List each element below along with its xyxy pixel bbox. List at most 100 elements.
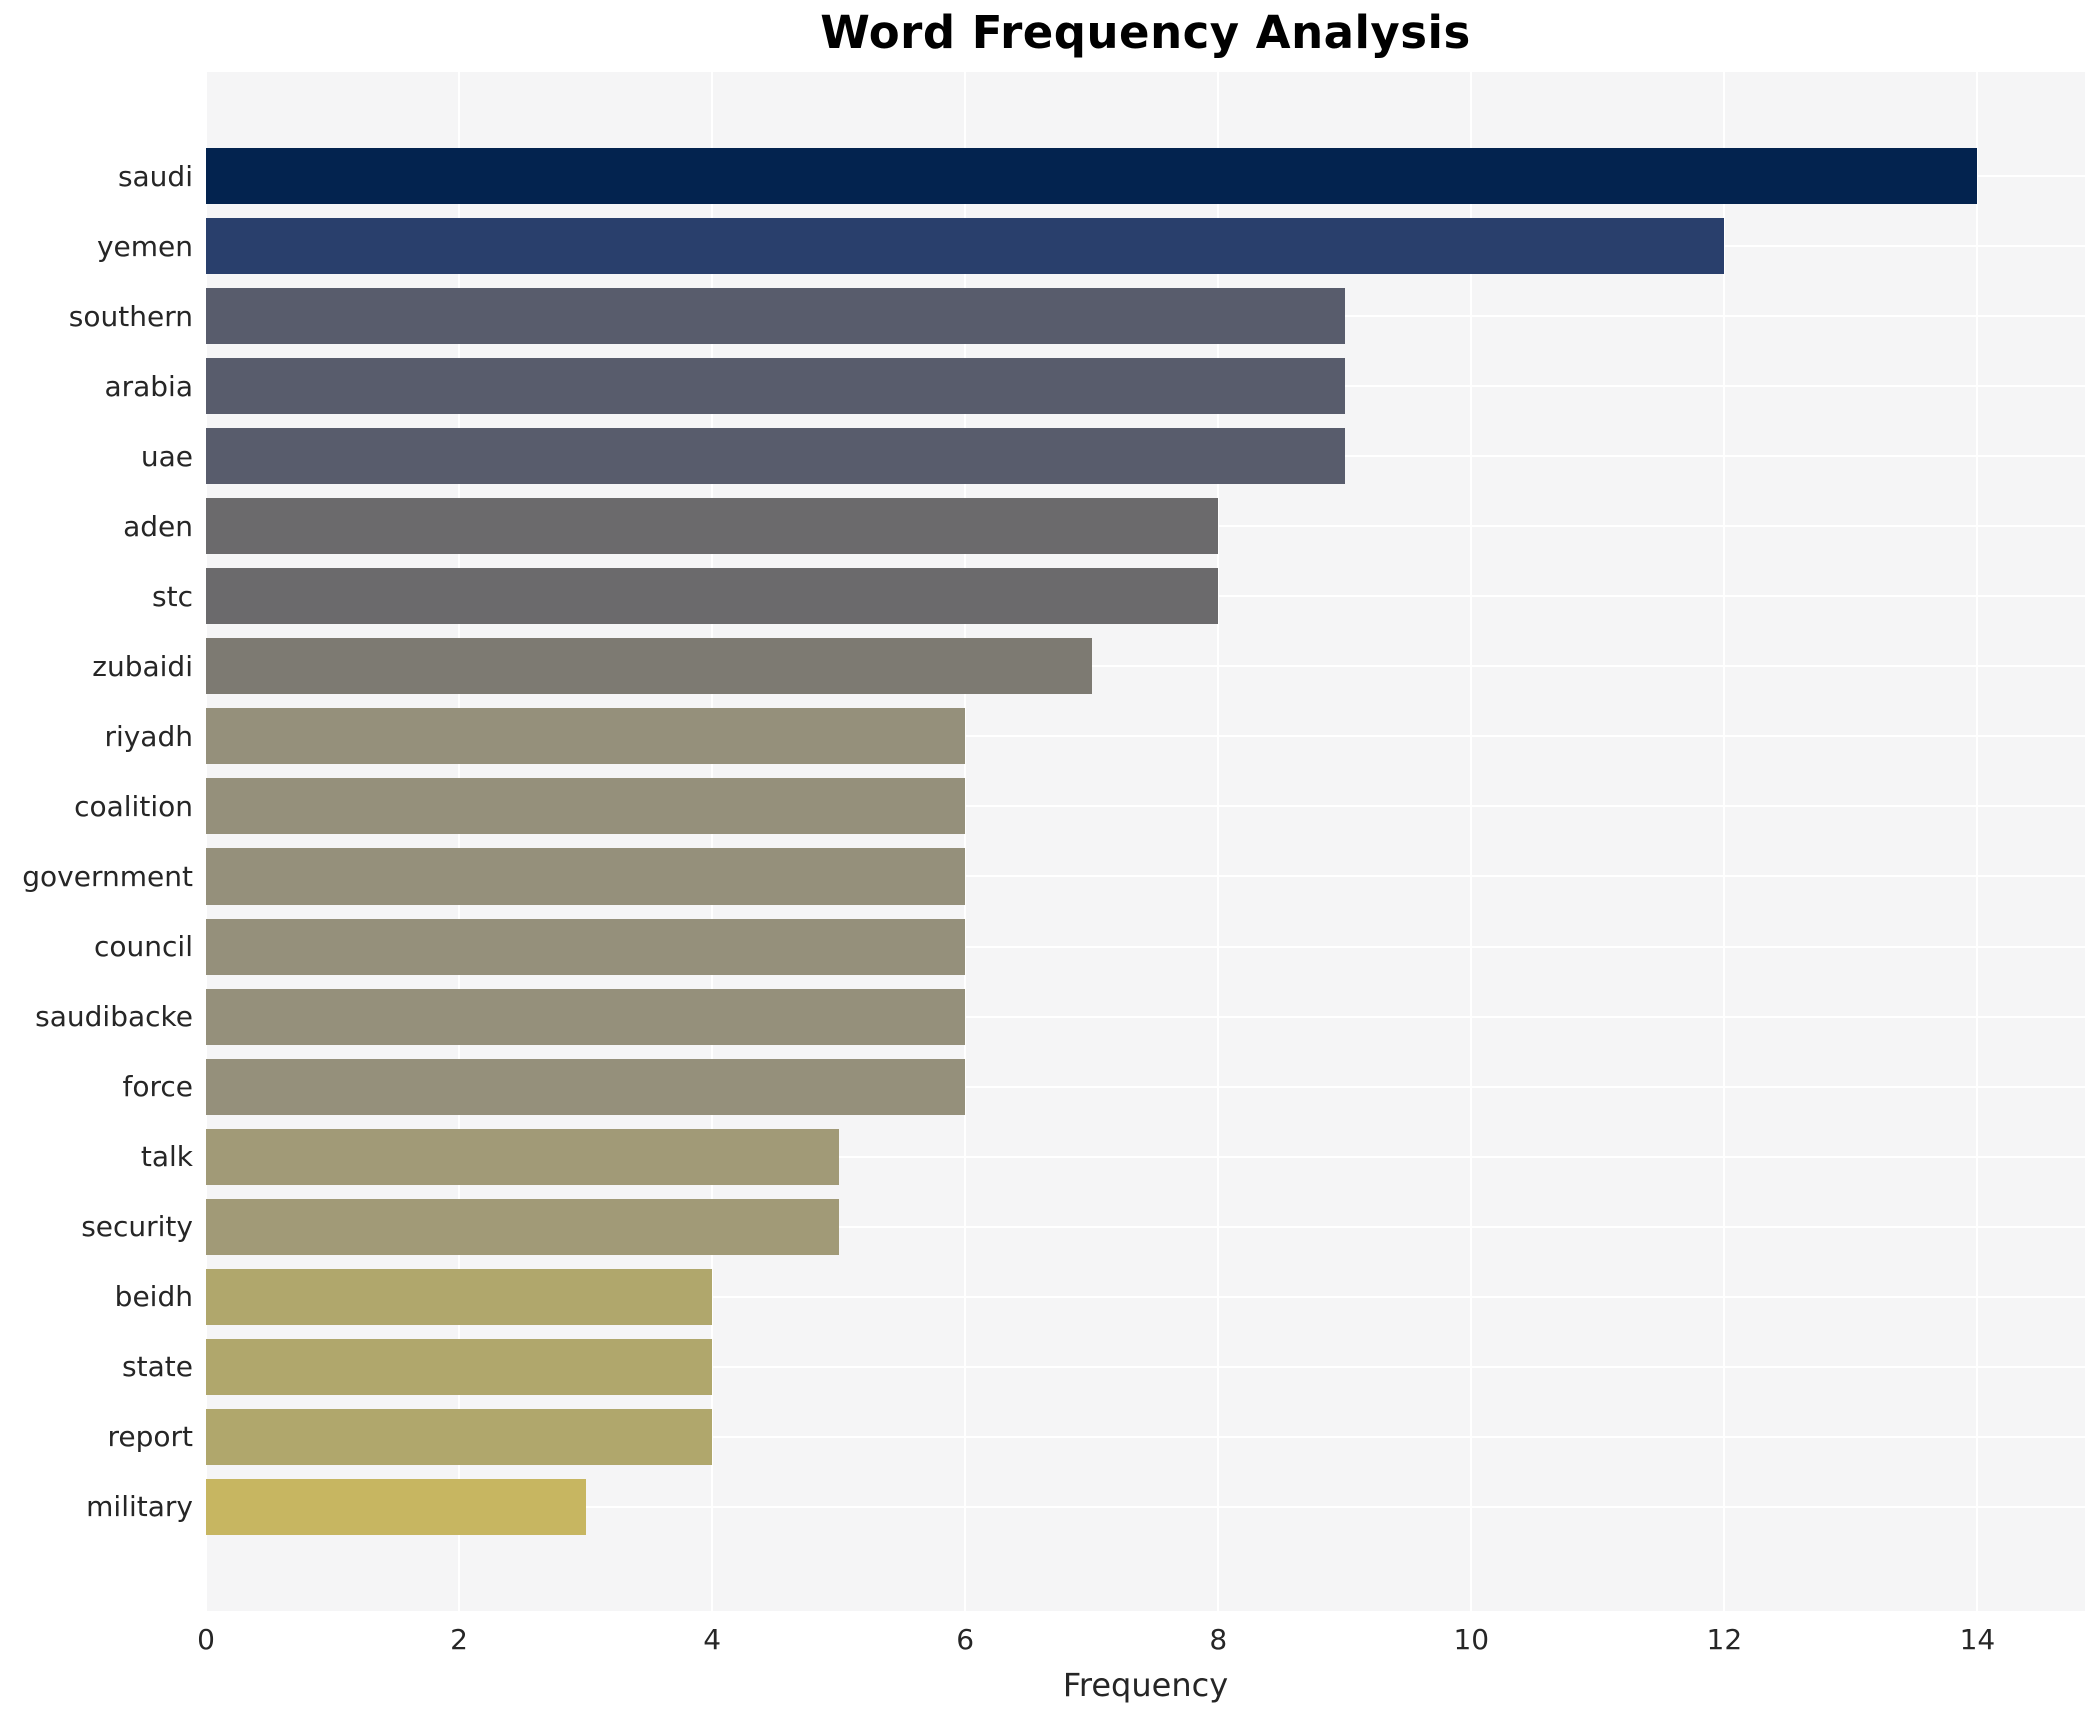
y-gridline xyxy=(205,1155,2085,1158)
x-tick-label: 10 xyxy=(1453,1623,1490,1656)
x-axis: Frequency 0 2 4 6 8 10 12 14 xyxy=(197,1611,2085,1710)
category-label: security xyxy=(81,1210,193,1244)
y-gridline xyxy=(205,945,2085,948)
category-label: riyadh xyxy=(104,719,193,753)
bar-track xyxy=(205,211,2085,281)
category-label: southern xyxy=(68,299,193,333)
bar-military xyxy=(205,1478,586,1535)
bar-track xyxy=(205,1192,2085,1262)
bar-row: aden xyxy=(0,491,2085,561)
category-label: aden xyxy=(123,509,193,543)
bar-track xyxy=(205,561,2085,631)
bar-track xyxy=(205,1262,2085,1332)
x-tick-label: 12 xyxy=(1706,1623,1743,1656)
category-label: saudi xyxy=(117,159,193,193)
bar-row: southern xyxy=(0,281,2085,351)
category-label: government xyxy=(22,859,193,893)
bar-track xyxy=(205,1052,2085,1122)
category-label: report xyxy=(107,1420,193,1454)
x-gridline xyxy=(1470,72,1473,1611)
x-gridline xyxy=(964,72,967,1611)
bar-yemen xyxy=(205,218,1725,275)
category-label: talk xyxy=(140,1140,193,1174)
category-label: yemen xyxy=(96,229,193,263)
y-gridline xyxy=(205,1295,2085,1298)
bar-track xyxy=(205,982,2085,1052)
y-gridline xyxy=(205,665,2085,668)
x-tick-label: 14 xyxy=(1959,1623,1996,1656)
bar-track xyxy=(205,141,2085,211)
category-label: arabia xyxy=(104,369,193,403)
x-tick-label: 2 xyxy=(450,1623,468,1656)
bar-row: state xyxy=(0,1332,2085,1402)
bar-council xyxy=(205,918,966,975)
category-label: force xyxy=(122,1070,193,1104)
bar-track xyxy=(205,1402,2085,1472)
chart-title: Word Frequency Analysis xyxy=(820,6,1471,59)
bar-row: saudi xyxy=(0,141,2085,211)
bar-saudi xyxy=(205,148,1978,205)
bar-zubaidi xyxy=(205,638,1092,695)
bar-arabia xyxy=(205,358,1345,415)
bar-southern xyxy=(205,288,1345,345)
bar-force xyxy=(205,1058,966,1115)
bar-stc xyxy=(205,568,1219,625)
y-gridline xyxy=(205,805,2085,808)
bar-row: security xyxy=(0,1192,2085,1262)
bar-uae xyxy=(205,428,1345,485)
y-gridline xyxy=(205,1015,2085,1018)
category-label: zubaidi xyxy=(92,649,193,683)
bar-track xyxy=(205,841,2085,911)
bar-security xyxy=(205,1198,839,1255)
bar-track xyxy=(205,771,2085,841)
bar-row: coalition xyxy=(0,771,2085,841)
bar-track xyxy=(205,631,2085,701)
category-label: state xyxy=(122,1350,193,1384)
bar-track xyxy=(205,701,2085,771)
x-tick-label: 8 xyxy=(1209,1623,1228,1656)
bar-beidh xyxy=(205,1268,713,1325)
bar-row: talk xyxy=(0,1122,2085,1192)
bar-row: yemen xyxy=(0,211,2085,281)
bar-track xyxy=(205,1332,2085,1402)
bar-track xyxy=(205,491,2085,561)
bar-saudibacke xyxy=(205,988,966,1045)
x-tick-label: 6 xyxy=(956,1623,975,1656)
category-label: saudibacke xyxy=(35,1000,193,1034)
bar-row: saudibacke xyxy=(0,982,2085,1052)
bar-coalition xyxy=(205,778,966,835)
bar-track xyxy=(205,912,2085,982)
category-label: military xyxy=(86,1490,193,1524)
bars-container: saudi yemen southern arabia uae xyxy=(0,72,2085,1611)
category-label: coalition xyxy=(74,789,193,823)
category-label: beidh xyxy=(114,1280,193,1314)
y-gridline xyxy=(205,1505,2085,1508)
x-tick-label: 0 xyxy=(197,1623,215,1656)
y-gridline xyxy=(205,1225,2085,1228)
y-gridline xyxy=(205,1365,2085,1368)
x-gridline xyxy=(711,72,714,1611)
x-gridline xyxy=(1976,72,1979,1611)
bar-track xyxy=(205,1472,2085,1542)
bar-row: government xyxy=(0,841,2085,911)
bar-track xyxy=(205,351,2085,421)
y-gridline xyxy=(205,1435,2085,1438)
bar-row: force xyxy=(0,1052,2085,1122)
category-label: stc xyxy=(152,579,193,613)
y-gridline xyxy=(205,1085,2085,1088)
x-tick-label: 4 xyxy=(703,1623,722,1656)
category-label: council xyxy=(94,930,193,964)
bar-talk xyxy=(205,1128,839,1185)
category-label: uae xyxy=(140,439,193,473)
bar-row: military xyxy=(0,1472,2085,1542)
bar-track xyxy=(205,1122,2085,1192)
bar-state xyxy=(205,1338,713,1395)
x-axis-title: Frequency xyxy=(1062,1666,1229,1704)
bar-track xyxy=(205,421,2085,491)
bar-row: arabia xyxy=(0,351,2085,421)
y-gridline xyxy=(205,735,2085,738)
bar-row: zubaidi xyxy=(0,631,2085,701)
x-gridline xyxy=(1217,72,1220,1611)
bar-row: stc xyxy=(0,561,2085,631)
